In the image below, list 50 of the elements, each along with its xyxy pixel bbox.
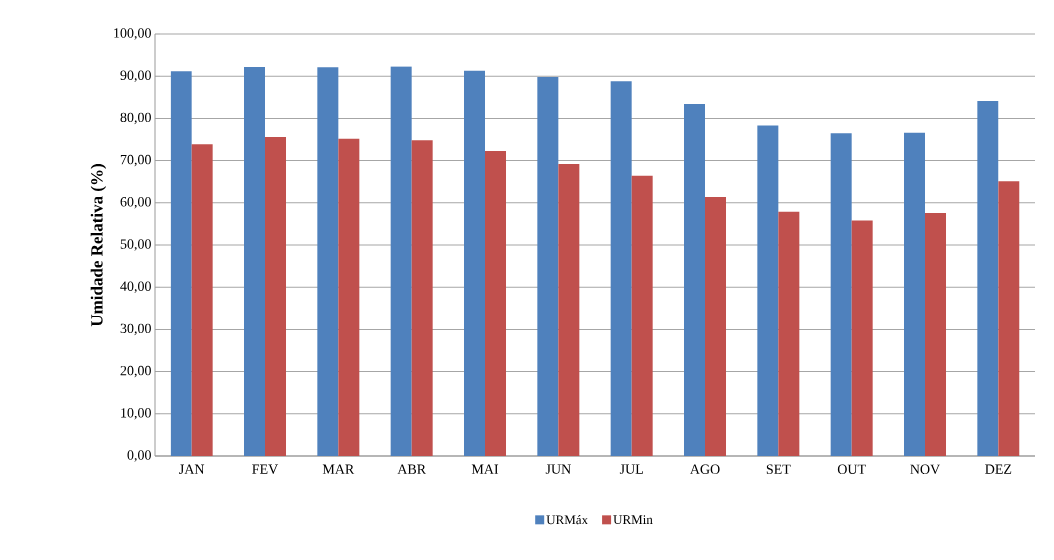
y-tick-label: 70,00: [120, 154, 151, 167]
bar: [705, 196, 727, 456]
bar: [537, 77, 559, 456]
x-tick-label: JAN: [179, 464, 205, 474]
bar: [998, 181, 1020, 456]
y-tick-label: 50,00: [120, 239, 151, 251]
x-tick-label: DEZ: [985, 464, 1012, 474]
legend-label: URMáx: [546, 515, 588, 525]
bar: [338, 138, 360, 456]
bar: [411, 140, 433, 456]
bar: [244, 66, 265, 456]
x-tick-label: OUT: [837, 464, 866, 474]
bar: [631, 175, 653, 456]
y-tick-label: 0,00: [127, 450, 151, 462]
bar: [191, 144, 213, 456]
bar: [830, 133, 852, 456]
y-tick-label: 90,00: [120, 70, 151, 82]
bar: [170, 71, 192, 456]
y-tick-label: 60,00: [120, 197, 151, 209]
x-tick-label: ABR: [397, 464, 427, 474]
y-tick-label: 10,00: [121, 408, 151, 420]
x-tick-label: MAI: [471, 464, 499, 474]
y-tick-label: 20,00: [120, 365, 151, 378]
x-tick-label: NOV: [910, 464, 941, 475]
y-axis-title: Umidade Relativa (%): [90, 164, 107, 327]
bar: [485, 150, 506, 456]
bar: [558, 163, 580, 456]
x-tick-label: AGO: [689, 464, 720, 474]
bar: [904, 132, 926, 456]
bar: [778, 211, 800, 456]
bar: [684, 104, 706, 456]
y-tick-label: 100,00: [114, 28, 151, 40]
legend-label: URMin: [613, 515, 653, 525]
bar: [265, 136, 286, 456]
x-tick-label: JUL: [619, 464, 643, 474]
x-tick-label: JUN: [545, 464, 571, 474]
x-tick-label: MAR: [322, 464, 355, 474]
bar: [925, 212, 947, 456]
x-tick-label: SET: [766, 464, 791, 474]
y-tick-label: 80,00: [120, 112, 151, 125]
bar: [851, 220, 873, 456]
bar: [317, 67, 339, 456]
bar: [610, 81, 632, 456]
bar: [757, 125, 779, 456]
y-tick-label: 30,00: [120, 323, 151, 336]
bar: [390, 66, 412, 456]
bar: [977, 101, 999, 456]
bar: [464, 70, 485, 456]
y-tick-label: 40,00: [120, 281, 151, 293]
x-tick-label: FEV: [252, 464, 279, 474]
